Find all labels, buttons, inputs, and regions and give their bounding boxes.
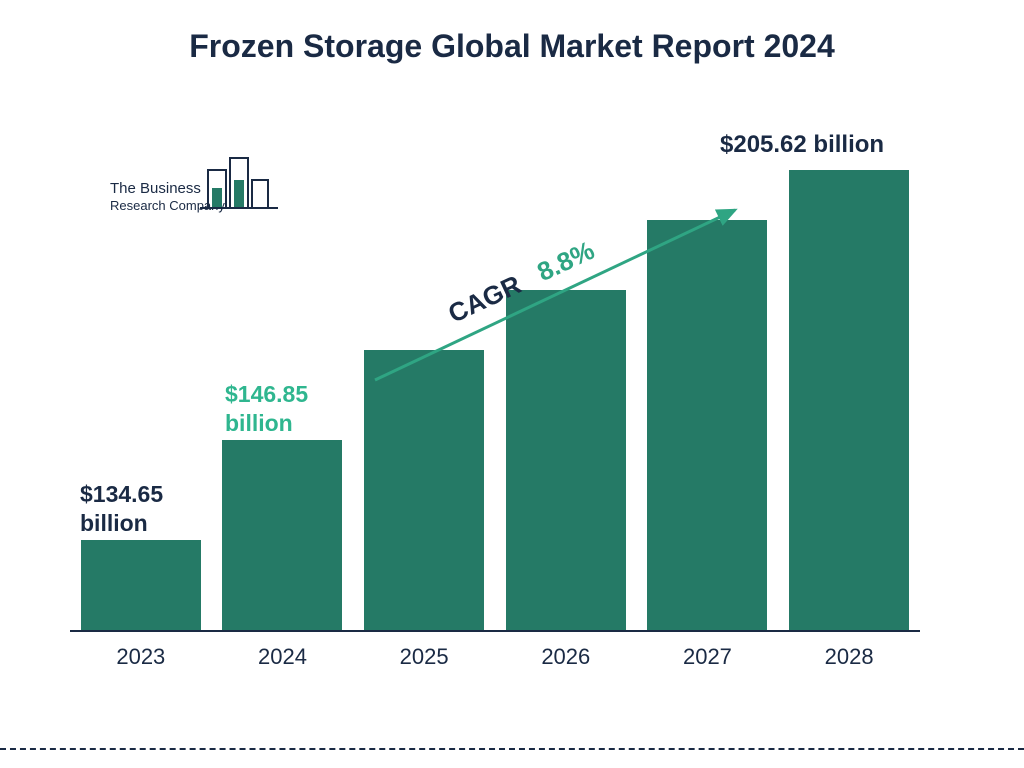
footer-divider [0, 748, 1024, 750]
cagr-arrow [0, 0, 1024, 768]
